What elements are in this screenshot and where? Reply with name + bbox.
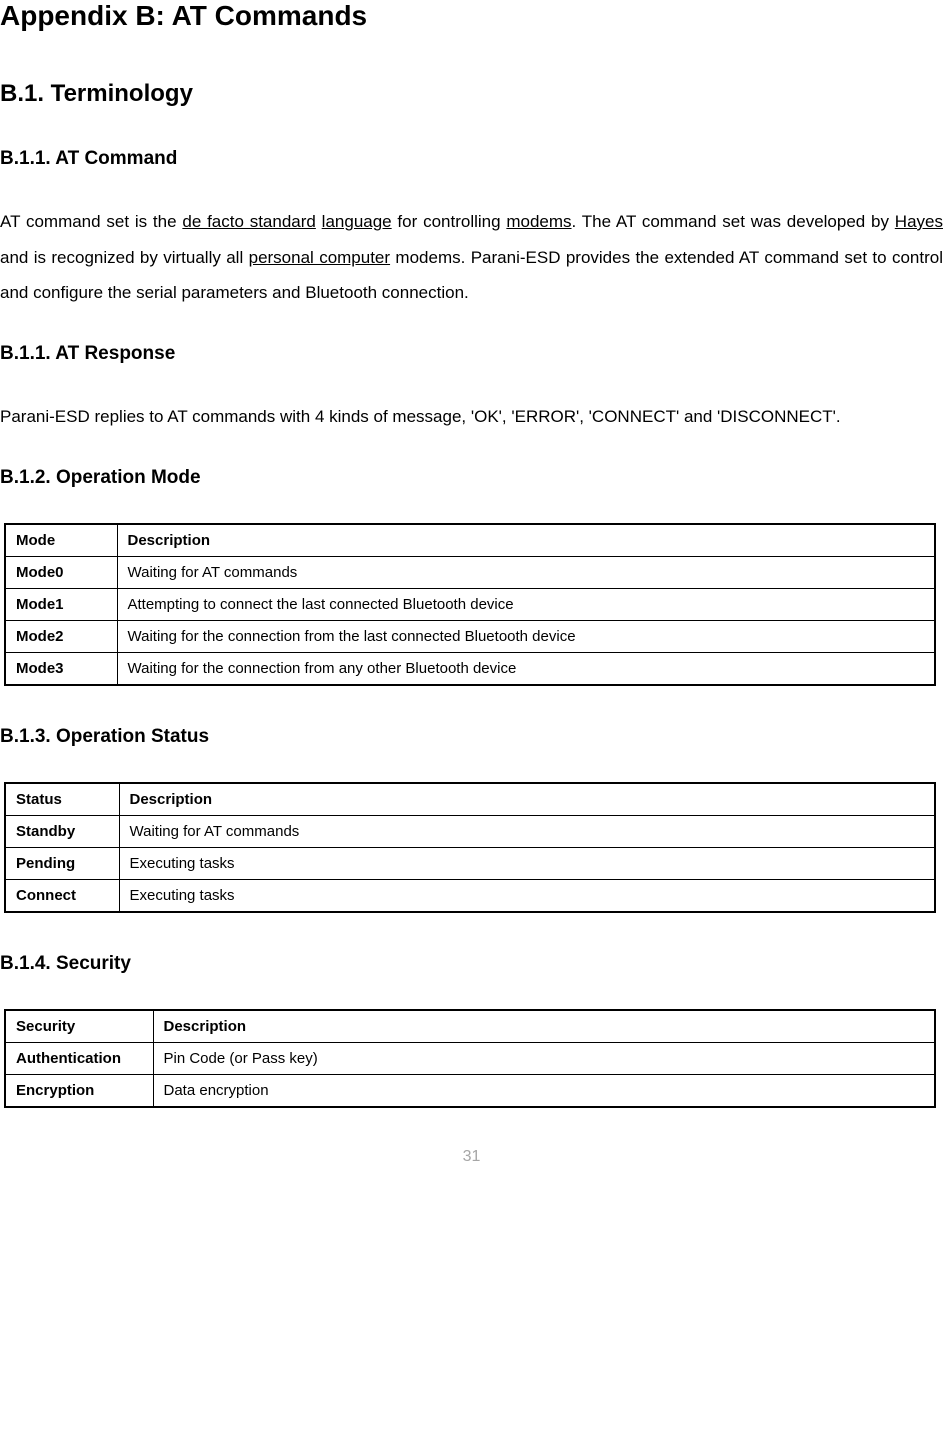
table-row: Encryption Data encryption — [5, 1074, 935, 1107]
subsection-heading-b13: B.1.3. Operation Status — [0, 726, 943, 748]
paragraph-at-response: Parani-ESD replies to AT commands with 4… — [0, 399, 943, 435]
table-row: Mode2 Waiting for the connection from th… — [5, 620, 935, 652]
table-cell: Mode3 — [5, 652, 117, 685]
operation-status-table: Status Description Standby Waiting for A… — [4, 782, 936, 913]
table-row: Pending Executing tasks — [5, 847, 935, 879]
table-header-cell: Description — [117, 524, 935, 557]
document-page: Appendix B: AT Commands B.1. Terminology… — [0, 0, 943, 1166]
table-header-cell: Description — [153, 1010, 935, 1043]
table-row: Standby Waiting for AT commands — [5, 815, 935, 847]
link-hayes[interactable]: Hayes — [895, 212, 943, 231]
page-number: 31 — [0, 1148, 943, 1166]
link-personal-computer[interactable]: personal computer — [249, 248, 390, 267]
operation-mode-table: Mode Description Mode0 Waiting for AT co… — [4, 523, 936, 686]
table-row: Mode0 Waiting for AT commands — [5, 556, 935, 588]
section-heading-b1: B.1. Terminology — [0, 80, 943, 108]
link-modems[interactable]: modems — [506, 212, 571, 231]
table-cell: Waiting for the connection from any othe… — [117, 652, 935, 685]
table-header-row: Mode Description — [5, 524, 935, 557]
subsection-heading-b11-command: B.1.1. AT Command — [0, 148, 943, 170]
table-cell: Waiting for the connection from the last… — [117, 620, 935, 652]
subsection-heading-b11-response: B.1.1. AT Response — [0, 343, 943, 365]
table-cell: Waiting for AT commands — [119, 815, 935, 847]
table-row: Mode1 Attempting to connect the last con… — [5, 588, 935, 620]
table-row: Authentication Pin Code (or Pass key) — [5, 1042, 935, 1074]
table-header-cell: Description — [119, 783, 935, 816]
text-fragment: AT command set is the — [0, 212, 182, 231]
text-fragment: and is recognized by virtually all — [0, 248, 249, 267]
table-cell: Executing tasks — [119, 847, 935, 879]
text-fragment: . The AT command set was developed by — [572, 212, 895, 231]
table-header-row: Security Description — [5, 1010, 935, 1043]
table-cell: Pin Code (or Pass key) — [153, 1042, 935, 1074]
table-cell: Mode0 — [5, 556, 117, 588]
table-cell: Mode1 — [5, 588, 117, 620]
table-cell: Pending — [5, 847, 119, 879]
table-cell: Authentication — [5, 1042, 153, 1074]
table-header-row: Status Description — [5, 783, 935, 816]
table-cell: Connect — [5, 879, 119, 912]
table-cell: Executing tasks — [119, 879, 935, 912]
security-table: Security Description Authentication Pin … — [4, 1009, 936, 1108]
subsection-heading-b14: B.1.4. Security — [0, 953, 943, 975]
table-header-cell: Status — [5, 783, 119, 816]
paragraph-at-command: AT command set is the de facto standard … — [0, 204, 943, 311]
table-cell: Attempting to connect the last connected… — [117, 588, 935, 620]
table-cell: Waiting for AT commands — [117, 556, 935, 588]
table-row: Mode3 Waiting for the connection from an… — [5, 652, 935, 685]
link-language[interactable]: language — [322, 212, 392, 231]
table-header-cell: Mode — [5, 524, 117, 557]
table-cell: Data encryption — [153, 1074, 935, 1107]
table-cell: Mode2 — [5, 620, 117, 652]
table-header-cell: Security — [5, 1010, 153, 1043]
subsection-heading-b12: B.1.2. Operation Mode — [0, 467, 943, 489]
text-fragment: for controlling — [392, 212, 507, 231]
link-de-facto-standard[interactable]: de facto standard — [182, 212, 316, 231]
table-cell: Encryption — [5, 1074, 153, 1107]
table-cell: Standby — [5, 815, 119, 847]
appendix-title: Appendix B: AT Commands — [0, 0, 943, 32]
table-row: Connect Executing tasks — [5, 879, 935, 912]
